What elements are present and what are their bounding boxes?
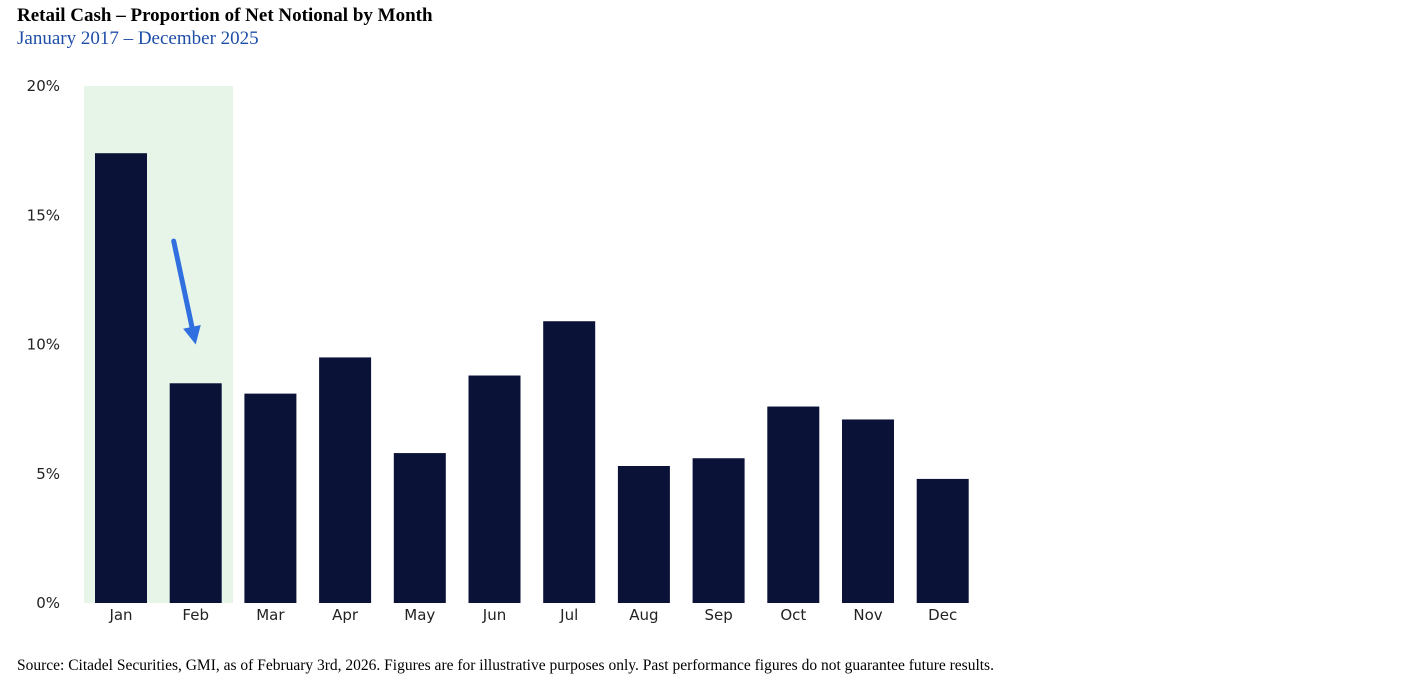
x-tick-label: Apr bbox=[332, 606, 359, 624]
bar-dec bbox=[916, 478, 969, 603]
bar-oct bbox=[767, 406, 820, 603]
x-tick-label: May bbox=[404, 606, 435, 624]
x-tick-label: Nov bbox=[853, 606, 882, 624]
x-tick-label: Aug bbox=[629, 606, 658, 624]
bar-may bbox=[393, 453, 446, 603]
arrow-head bbox=[183, 325, 201, 345]
x-tick-label: Dec bbox=[928, 606, 957, 624]
chart-title: Retail Cash – Proportion of Net Notional… bbox=[17, 5, 433, 26]
bar-aug bbox=[617, 465, 670, 603]
bar-chart: 0% 5% 10% 15% 20% Jan Feb Mar Apr May Jun Jul Aug Se… bbox=[27, 77, 969, 624]
bar-jul bbox=[543, 321, 596, 603]
x-tick-label: Jan bbox=[108, 606, 132, 624]
y-tick-label: 0% bbox=[36, 594, 60, 612]
bar-jan bbox=[95, 153, 147, 603]
bar-apr bbox=[319, 357, 372, 603]
trend-arrow bbox=[171, 238, 201, 345]
y-tick-label: 15% bbox=[27, 206, 60, 224]
x-tick-label: Jun bbox=[482, 606, 506, 624]
x-tick-label: Sep bbox=[704, 606, 732, 624]
y-tick-label: 20% bbox=[27, 77, 60, 95]
y-tick-label: 5% bbox=[36, 465, 60, 483]
x-tick-label: Jul bbox=[559, 606, 578, 624]
bar-jun bbox=[468, 375, 521, 603]
source-note: Source: Citadel Securities, GMI, as of F… bbox=[17, 657, 994, 674]
y-axis: 0% 5% 10% 15% 20% bbox=[27, 77, 60, 612]
chart-subtitle: January 2017 – December 2025 bbox=[17, 28, 259, 49]
bar-nov bbox=[842, 419, 894, 603]
x-tick-label: Mar bbox=[256, 606, 285, 624]
x-axis: Jan Feb Mar Apr May Jun Jul Aug Sep Oct Nov Dec bbox=[108, 606, 957, 624]
annotation-layer bbox=[171, 238, 201, 345]
y-tick-label: 10% bbox=[27, 336, 60, 354]
x-tick-label: Feb bbox=[182, 606, 209, 624]
bar-mar bbox=[244, 393, 297, 603]
x-tick-label: Oct bbox=[780, 606, 806, 624]
bars-layer bbox=[95, 153, 969, 603]
bar-feb bbox=[169, 383, 222, 603]
arrow-shaft bbox=[171, 238, 195, 330]
bar-sep bbox=[692, 458, 745, 603]
